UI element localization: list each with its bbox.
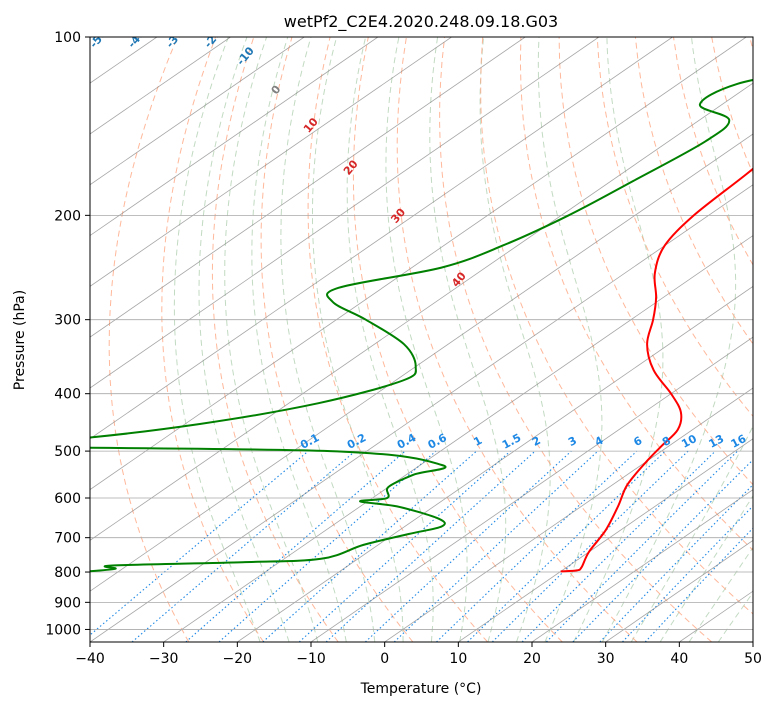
isotherm-line <box>605 539 753 642</box>
mixing-ratio-line <box>131 450 356 642</box>
mixing-ratio-line <box>467 450 666 642</box>
moist-adiabat-line <box>224 37 319 642</box>
y-tick-label: 700 <box>54 531 81 547</box>
dry-adiabat-line <box>396 37 638 642</box>
isotherm-line <box>90 82 753 541</box>
x-tick-label: −20 <box>223 651 253 667</box>
isotherm-line <box>90 37 600 389</box>
y-tick-label: 500 <box>54 444 81 460</box>
y-axis-label: Pressure (hPa) <box>12 290 28 390</box>
mixing-ratio-line <box>599 483 753 642</box>
dry-adiabat-line <box>307 37 488 642</box>
mixing-ratio-label: 13 <box>707 432 727 451</box>
dry-adiabat-line <box>108 37 190 642</box>
x-tick-label: 40 <box>670 651 688 667</box>
isotherm-line <box>90 184 753 642</box>
mixing-ratio-label: 16 <box>729 432 749 451</box>
isotherm-line <box>384 387 753 642</box>
moist-adiabat-line <box>346 37 434 642</box>
isobars <box>90 37 753 630</box>
mixing-ratio-line <box>185 450 406 642</box>
moist-adiabat-line <box>630 425 753 642</box>
x-tick-label: −10 <box>296 651 326 667</box>
dry-adiabat-line <box>211 37 339 642</box>
moist-adiabat-line <box>479 37 551 642</box>
mixing-ratio-line <box>572 459 753 642</box>
mixing-ratio-line <box>298 450 511 642</box>
moist-adiabat-line <box>173 37 261 642</box>
mixing-ratio-line <box>262 450 477 642</box>
isotherm-line <box>163 235 753 642</box>
mixing-ratio-label: 10 <box>679 432 699 451</box>
isotherm-line <box>90 37 305 186</box>
y-tick-label: 900 <box>54 595 81 611</box>
y-tick-label: 800 <box>54 565 81 581</box>
y-tick-label: 600 <box>54 491 81 507</box>
isotherm-line <box>90 37 673 440</box>
dry-adiabat-line <box>480 37 753 615</box>
x-tick-label: 10 <box>449 651 467 667</box>
x-tick-label: 0 <box>380 651 389 667</box>
isotherm-line <box>90 37 452 287</box>
mixing-ratio-line <box>364 450 572 642</box>
plot-area: 0.10.20.40.611.52346810131620253036-100-… <box>90 37 753 642</box>
dry-adiabat-line <box>519 37 753 551</box>
isotherm-line <box>310 336 753 642</box>
x-tick-label: 50 <box>744 651 762 667</box>
y-tick-label: 1000 <box>45 622 81 638</box>
axis-ticks: −40 −30 −20 −10 0 10 20 30 40 50 100 200 300 400 500 60… <box>45 30 762 667</box>
isotherm-line <box>531 489 753 642</box>
moist-adiabat-line <box>659 494 753 642</box>
isotherm-line <box>237 285 753 642</box>
moist-adiabat-line <box>312 37 404 642</box>
mixing-ratio-lines <box>90 450 753 642</box>
moist-adiabats <box>173 37 753 642</box>
y-tick-label: 400 <box>54 387 81 403</box>
isotherm-line <box>458 438 753 642</box>
x-tick-label: 30 <box>597 651 615 667</box>
isotherm-line <box>90 37 526 338</box>
mixing-ratio-line <box>436 450 638 642</box>
moist-adiabat-line <box>251 37 347 642</box>
isotherms <box>90 37 753 642</box>
profile-series <box>90 78 753 573</box>
temperature-profile-line <box>560 167 753 573</box>
moist-adiabat-line <box>601 37 737 642</box>
x-axis-label: Temperature (°C) <box>360 681 482 697</box>
x-tick-label: 20 <box>523 651 541 667</box>
moist-adiabat-line <box>198 37 290 642</box>
isotherm-line <box>90 37 379 237</box>
isotherm-line <box>90 133 753 592</box>
moist-adiabat-line <box>537 37 603 642</box>
moist-adiabat-line <box>429 37 507 642</box>
y-tick-label: 200 <box>54 208 81 224</box>
reference-line-labels: 0.10.20.40.611.52346810131620253036-100-… <box>90 37 753 452</box>
mixing-ratio-line <box>621 505 753 642</box>
moist-adiabat-line <box>573 37 664 642</box>
isotherm-line <box>90 37 747 491</box>
x-tick-label: −40 <box>75 651 105 667</box>
chart-title: wetPf2_C2E4.2020.248.09.18.G03 <box>284 12 558 32</box>
mixing-ratio-line <box>545 450 738 642</box>
plot-frame <box>89 36 754 643</box>
x-tick-label: −30 <box>149 651 179 667</box>
mixing-ratio-line <box>491 450 689 642</box>
mixing-ratio-line <box>521 450 716 642</box>
y-tick-label: 100 <box>54 30 81 46</box>
dry-adiabat-line <box>634 37 753 345</box>
y-tick-label: 300 <box>54 313 81 329</box>
mixing-ratio-line <box>644 527 753 642</box>
moist-adiabat-line <box>385 37 468 642</box>
dry-adiabat-line <box>161 37 264 642</box>
dewpoint-profile-line <box>90 78 753 573</box>
